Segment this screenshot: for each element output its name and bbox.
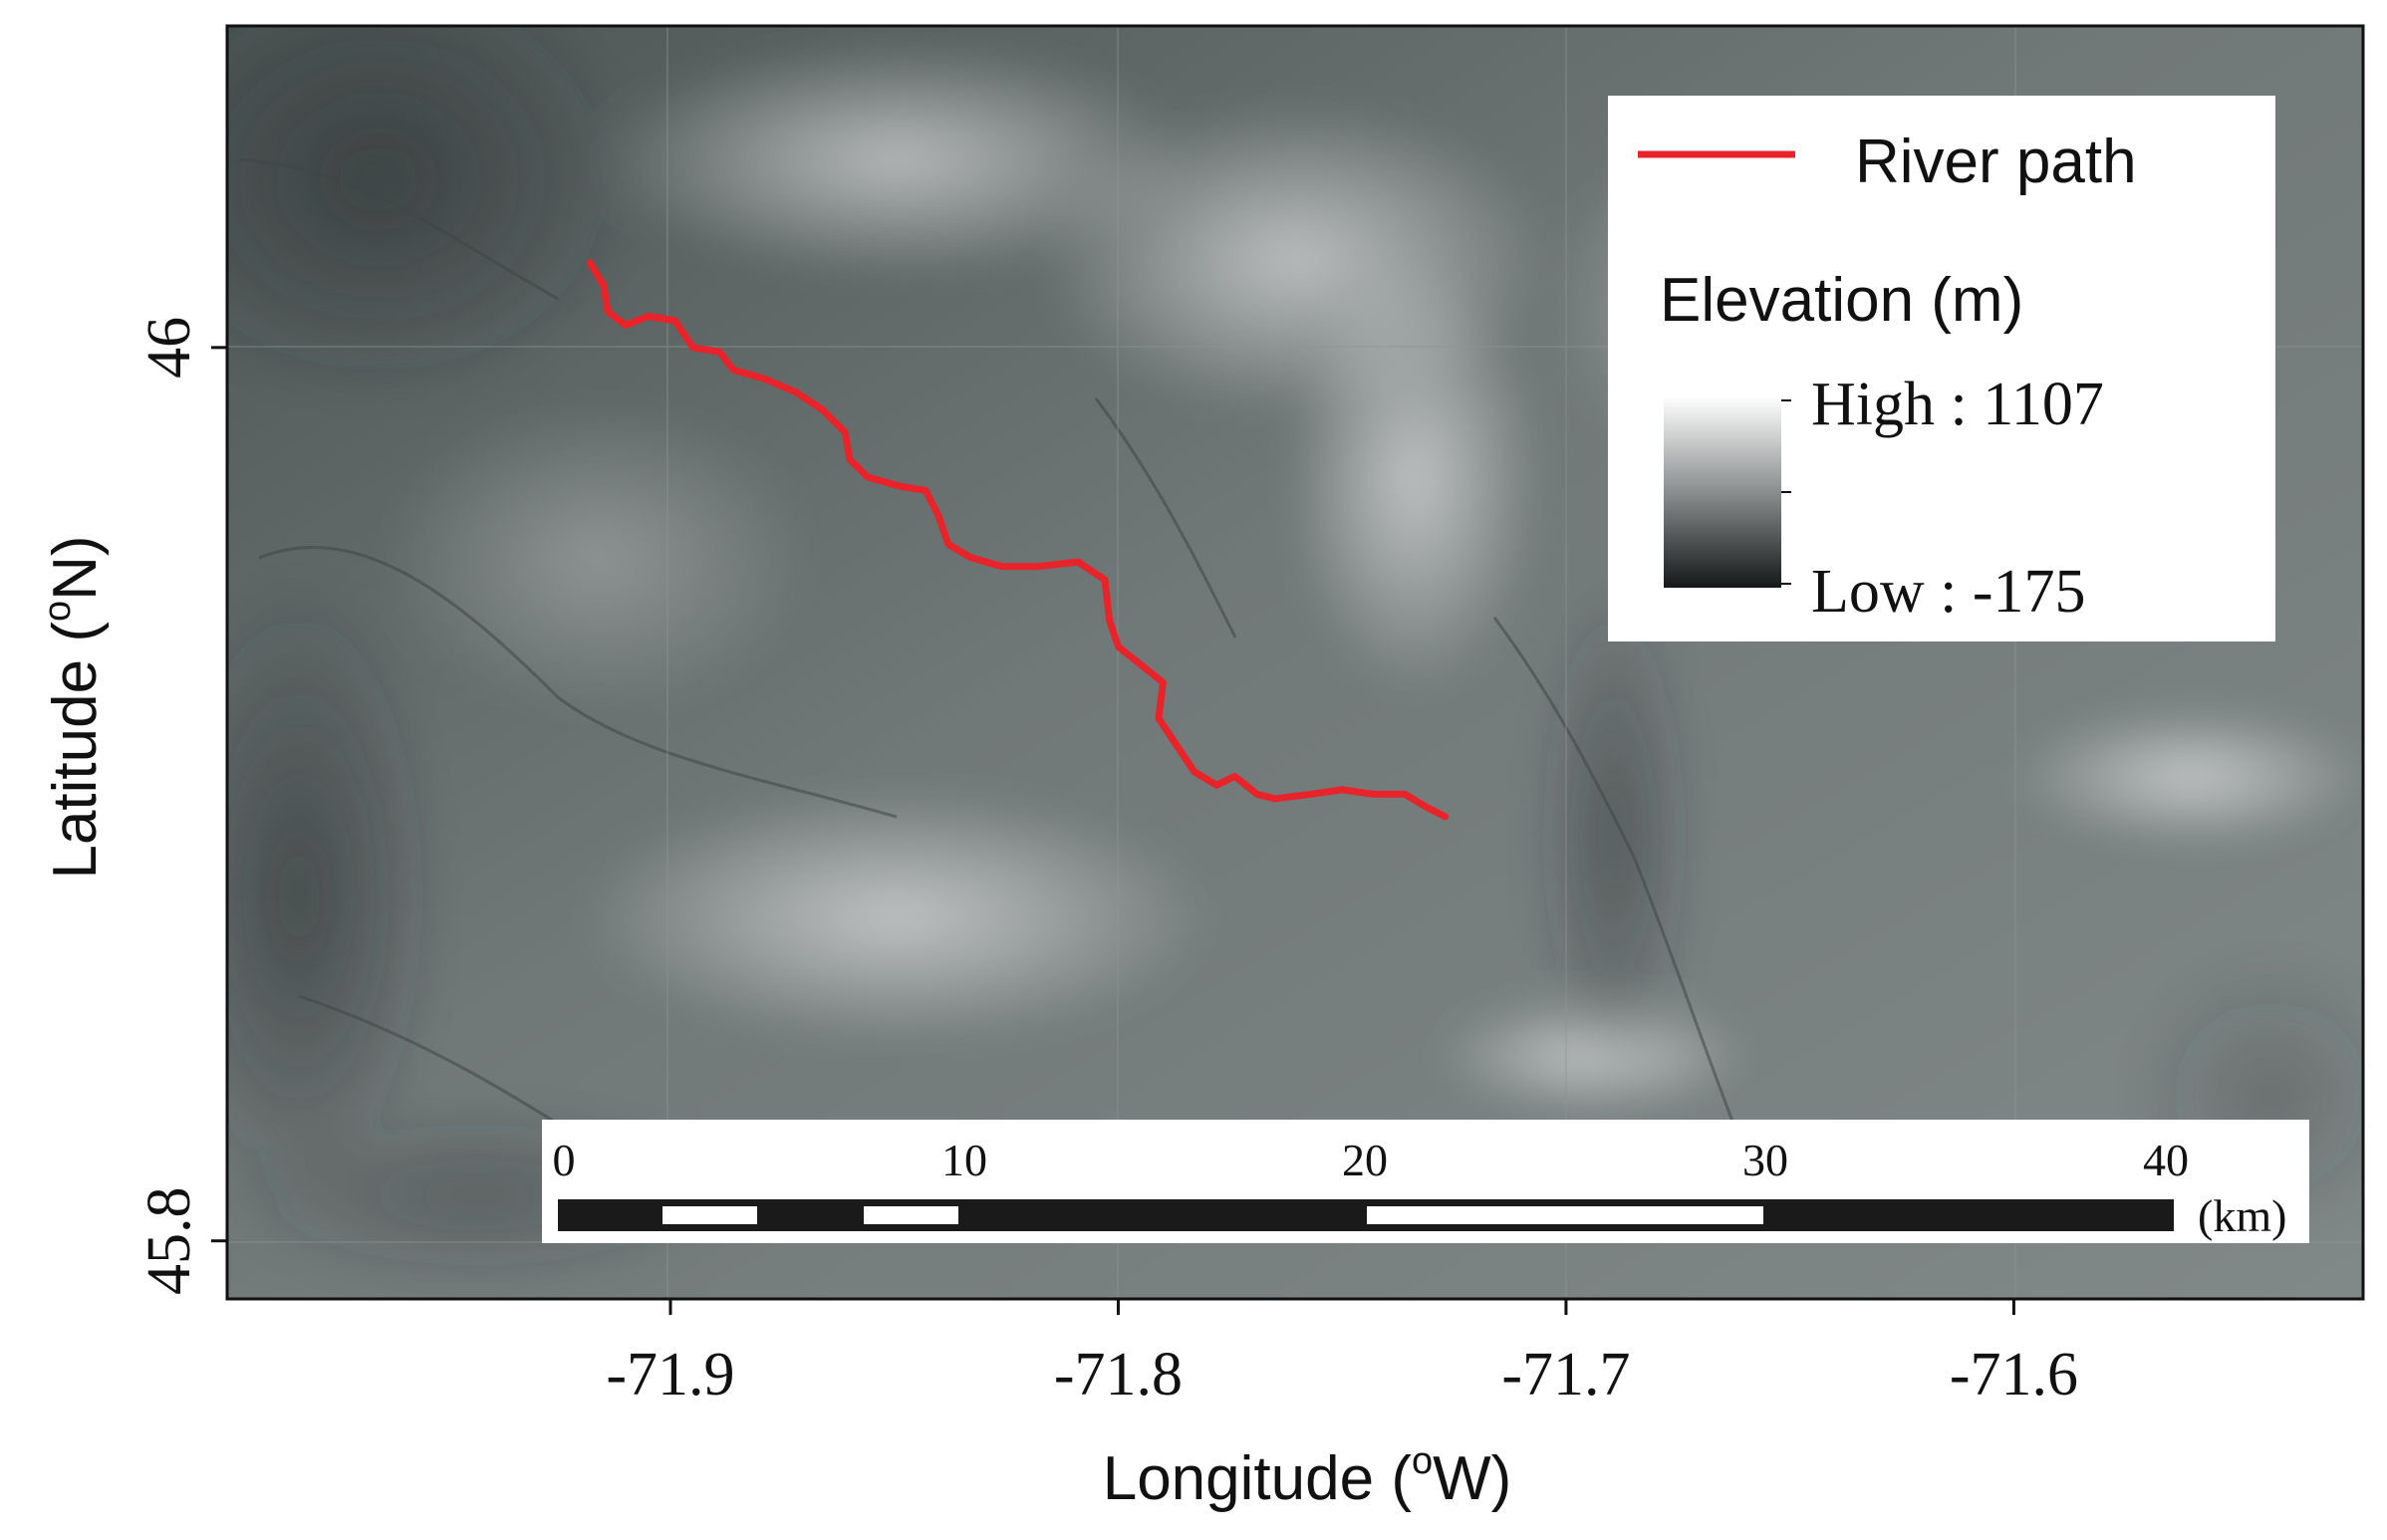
legend-elevation-title: Elevation (m) — [1660, 266, 2023, 335]
scale-bar: 0 10 20 30 40 (km) — [542, 1120, 2309, 1243]
river-path-line — [586, 259, 1450, 821]
scale-bar-track — [558, 1199, 2174, 1231]
scale-bar-segment-light-3 — [1367, 1206, 1763, 1224]
legend-low-label: Low : -175 — [1811, 558, 2086, 626]
scale-bar-segment-light-1 — [663, 1206, 757, 1224]
scale-bar-label: 30 — [1742, 1135, 1788, 1185]
map-frame — [225, 24, 2365, 1301]
y-tick-label: 45.8 — [135, 1186, 203, 1295]
x-axis-title-suffix: W) — [1433, 1444, 1511, 1513]
y-axis-title-prefix: Latitude ( — [41, 622, 110, 880]
x-tick-label: -71.6 — [1950, 1341, 2078, 1409]
legend: River path Elevation (m) High : 1107 Low… — [1608, 96, 2275, 642]
scale-bar-label: 40 — [2143, 1135, 2189, 1185]
x-axis-ticks: -71.9 -71.8 -71.7 -71.6 — [606, 1299, 2078, 1409]
scale-bar-unit: (km) — [2198, 1190, 2286, 1241]
legend-elevation-ramp — [1664, 396, 1781, 588]
y-tick-label: 46 — [135, 317, 203, 379]
x-axis-title-degree: o — [1412, 1440, 1433, 1482]
y-axis-title-suffix: N) — [41, 535, 110, 600]
scale-bar-label: 20 — [1342, 1135, 1388, 1185]
y-axis-ticks: 46 45.8 — [135, 317, 227, 1295]
x-tick-label: -71.7 — [1501, 1341, 1630, 1409]
scale-bar-label: 0 — [553, 1135, 576, 1185]
x-tick-label: -71.9 — [606, 1341, 734, 1409]
x-axis-title-prefix: Longitude ( — [1103, 1444, 1413, 1513]
y-axis-title: Latitude (oN) — [37, 535, 110, 879]
scale-bar-segment-light-2 — [864, 1206, 958, 1224]
legend-high-label: High : 1107 — [1811, 371, 2104, 438]
x-axis-title: Longitude (oW) — [1103, 1440, 1512, 1513]
scale-bar-labels: 0 10 20 30 40 — [553, 1135, 2190, 1185]
legend-river-label: River path — [1855, 128, 2137, 196]
scale-bar-label: 10 — [941, 1135, 987, 1185]
x-tick-label: -71.8 — [1054, 1341, 1183, 1409]
y-axis-title-degree: o — [37, 601, 79, 622]
